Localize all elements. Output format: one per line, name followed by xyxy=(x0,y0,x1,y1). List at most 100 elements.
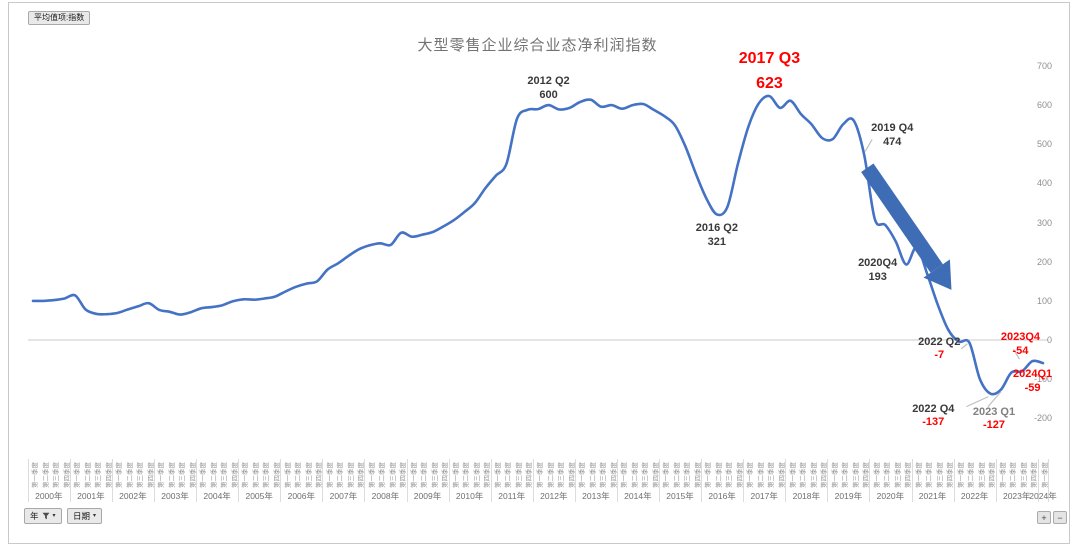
year-tick-label: 2010年 xyxy=(455,491,484,501)
quarter-tick-label: 第一季度 xyxy=(999,462,1007,488)
year-separator xyxy=(532,459,534,502)
y-tick-label: 400 xyxy=(1036,178,1052,189)
quarter-tick-label: 第三季度 xyxy=(810,462,818,488)
quarter-tick-label: 第二季度 xyxy=(715,462,723,488)
data-point-annotation: 2019 Q4 474 xyxy=(871,122,913,149)
year-tick-label: 2001年 xyxy=(77,491,105,501)
year-separator xyxy=(238,459,240,502)
year-tick-label: 2012年 xyxy=(540,491,568,501)
quarter-tick-label: 第一季度 xyxy=(705,462,713,488)
annotation-label: 2016 Q2 xyxy=(695,222,738,235)
quarter-tick-label: 第二季度 xyxy=(42,462,50,488)
downtrend-arrow-shaft xyxy=(861,163,943,273)
year-separator xyxy=(869,459,871,502)
year-tick-label: 2015年 xyxy=(666,491,694,501)
annotation-label: 2012 Q2 xyxy=(527,75,570,88)
data-point-annotation: 2017 Q3 623 xyxy=(739,46,800,96)
quarter-tick-label: 第三季度 xyxy=(179,462,187,488)
annotation-label: 2024Q1 xyxy=(1013,368,1053,381)
quarter-tick-label: 第三季度 xyxy=(1020,462,1028,488)
quarter-tick-label: 第二季度 xyxy=(421,462,429,488)
quarter-tick-label: 第三季度 xyxy=(515,462,523,488)
quarter-tick-label: 第三季度 xyxy=(263,462,271,488)
annotation-leader-line xyxy=(987,391,1002,408)
year-separator xyxy=(827,459,829,502)
year-tick-label: 2003年 xyxy=(161,491,189,501)
year-separator xyxy=(406,459,408,502)
year-separator xyxy=(743,459,745,502)
profit-index-line xyxy=(31,94,1045,396)
date-field-button[interactable]: 日期 ▾ xyxy=(67,508,103,524)
year-separator xyxy=(196,459,198,502)
y-tick-label: 700 xyxy=(1036,61,1052,71)
year-tick-label: 2004年 xyxy=(203,491,231,501)
year-separator xyxy=(995,459,997,502)
annotation-leader-line xyxy=(864,139,873,152)
quarter-tick-label: 第三季度 xyxy=(53,462,61,488)
quarter-tick-label: 第三季度 xyxy=(726,462,734,488)
year-tick-label: 2023年 xyxy=(1002,491,1031,501)
quarter-tick-label: 第二季度 xyxy=(337,462,345,488)
year-tick-label: 2020年 xyxy=(876,491,905,501)
quarter-tick-label: 第二季度 xyxy=(631,462,639,488)
year-separator xyxy=(69,459,71,502)
quarter-tick-label: 第一季度 xyxy=(158,462,166,488)
quarter-tick-label: 第一季度 xyxy=(452,462,460,488)
y-tick-label: -200 xyxy=(1033,413,1052,424)
data-point-annotation: 2024Q1 -59 xyxy=(1013,368,1052,395)
annotation-value: 600 xyxy=(539,88,558,101)
data-point-annotation: 2016 Q2 321 xyxy=(696,222,738,249)
quarter-tick-label: 第二季度 xyxy=(505,462,513,488)
quarter-tick-label: 第一季度 xyxy=(200,462,208,488)
annotation-value: -59 xyxy=(1024,381,1041,394)
year-separator xyxy=(574,459,576,502)
pivot-value-field-button[interactable]: 平均值项:指数 xyxy=(28,11,91,25)
year-tick-label: 2013年 xyxy=(582,491,610,501)
year-separator xyxy=(659,459,660,502)
y-tick-label: -100 xyxy=(1033,374,1052,385)
quarter-tick-label: 第二季度 xyxy=(1010,462,1018,488)
quarter-tick-label: 第一季度 xyxy=(537,462,544,488)
quarter-tick-label: 第一季度 xyxy=(410,462,418,488)
year-tick-label: 2006年 xyxy=(287,491,316,501)
year-tick-label: 2017年 xyxy=(750,491,778,501)
quarter-tick-label: 第一季度 xyxy=(326,462,334,488)
quarter-tick-label: 第二季度 xyxy=(463,462,471,488)
year-separator xyxy=(701,459,703,502)
annotation-value: -54 xyxy=(1012,344,1029,357)
data-point-annotation: 2022 Q2 -7 xyxy=(918,336,960,363)
quarter-tick-label: 第一季度 xyxy=(116,462,124,488)
pivot-value-field-label: 平均值项:指数 xyxy=(34,13,85,22)
year-tick-label: 2024年 xyxy=(1029,491,1057,501)
annotation-label: 2023 Q1 xyxy=(972,405,1016,418)
year-separator xyxy=(364,459,366,502)
y-tick-label: 300 xyxy=(1036,217,1052,228)
annotation-value: 474 xyxy=(883,135,902,148)
year-tick-label: 2019年 xyxy=(834,491,863,501)
year-separator xyxy=(322,459,324,502)
quarter-tick-label: 第二季度 xyxy=(295,462,303,488)
year-tick-label: 2008年 xyxy=(371,491,400,501)
quarter-tick-label: 第三季度 xyxy=(936,462,944,488)
filter-icon xyxy=(42,512,50,520)
year-separator xyxy=(280,459,282,502)
year-field-label: 年 xyxy=(30,510,39,521)
year-separator xyxy=(490,459,492,502)
dropdown-arrow-icon: ▾ xyxy=(52,513,56,519)
annotation-label: 2023Q4 xyxy=(1000,331,1041,344)
quarter-tick-label: 第三季度 xyxy=(852,462,860,488)
data-point-annotation: 2023 Q1 -127 xyxy=(973,406,1015,433)
annotation-label: 2022 Q2 xyxy=(918,335,961,348)
expand-entire-field-button[interactable]: + xyxy=(1037,511,1051,524)
quarter-tick-label: 第二季度 xyxy=(673,462,681,488)
collapse-entire-field-button[interactable]: − xyxy=(1053,511,1067,524)
quarter-tick-label: 第二季度 xyxy=(968,462,976,488)
data-point-annotation: 2020Q4 193 xyxy=(858,257,897,284)
annotation-value: -127 xyxy=(982,419,1006,432)
year-separator xyxy=(27,459,29,502)
annotation-label: 2017 Q3 xyxy=(738,50,801,68)
date-field-label: 日期 xyxy=(73,510,91,521)
year-field-filter-button[interactable]: 年 ▾ xyxy=(24,508,62,524)
quarter-tick-label: 第二季度 xyxy=(126,462,134,488)
